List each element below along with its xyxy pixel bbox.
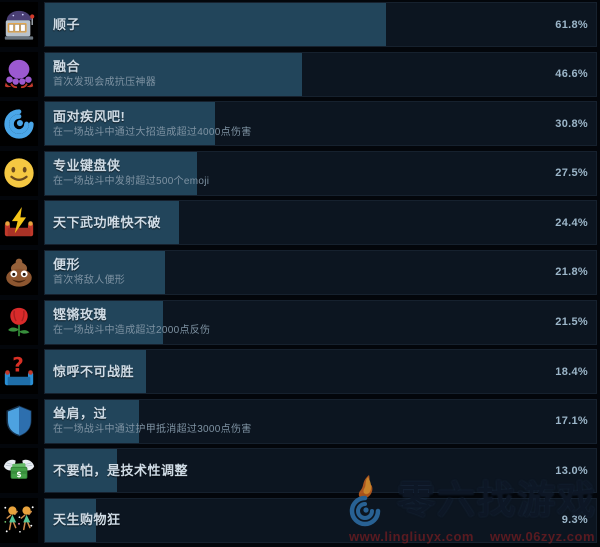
achievement-progress-bar: 天下武功唯快不破 24.4% [44,200,597,246]
question-couch-icon: ? [0,349,38,395]
achievement-progress-bar: 惊呼不可战胜 18.4% [44,349,597,395]
achievement-row: 便形 首次将敌人便形 21.8% [0,249,600,295]
achievement-percent: 21.8% [555,266,588,279]
achievement-progress-bar: 不要怕，是技术性调整 13.0% [44,448,597,494]
achievement-percent: 13.0% [555,464,588,477]
achievement-percent: 9.3% [561,514,588,527]
lightning-couch-icon [0,200,38,246]
achievement-progress-bar: 专业键盘侠 在一场战斗中发射超过500个emoji 27.5% [44,150,597,196]
shield-icon [0,398,38,444]
octopus-icon [0,51,38,97]
progress-fill [45,449,117,493]
achievement-percent: 46.6% [555,68,588,81]
slot-machine-icon [0,2,38,47]
achievement-row: 铿锵玫瑰 在一场战斗中造成超过2000点反伤 21.5% [0,299,600,345]
achievement-row: 专业键盘侠 在一场战斗中发射超过500个emoji 27.5% [0,150,600,196]
achievement-progress-bar: 顺子 61.8% [44,2,597,47]
poop-icon [0,249,38,295]
achievement-row: 融合 首次发现会成抗压神器 46.6% [0,51,600,97]
progress-fill [45,250,166,294]
money-wings-icon: $ [0,448,38,494]
dancers-icon [0,497,38,543]
progress-fill [45,300,164,344]
achievement-progress-bar: 天生购物狂 9.3% [44,497,597,543]
achievement-percent: 21.5% [555,316,588,329]
achievement-row: 耸肩，过 在一场战斗中通过护甲抵消超过3000点伤害 17.1% [0,398,600,444]
achievement-percent: 18.4% [555,365,588,378]
progress-fill [45,350,147,394]
progress-fill [45,399,140,443]
achievement-progress-bar: 铿锵玫瑰 在一场战斗中造成超过2000点反伤 21.5% [44,299,597,345]
progress-fill [45,498,97,542]
smiley-icon [0,150,38,196]
progress-fill [45,3,386,46]
achievement-row: 顺子 61.8% [0,2,600,47]
achievement-progress-bar: 融合 首次发现会成抗压神器 46.6% [44,51,597,97]
achievement-percent: 27.5% [555,167,588,180]
achievement-progress-bar: 耸肩，过 在一场战斗中通过护甲抵消超过3000点伤害 17.1% [44,398,597,444]
svg-text:?: ? [12,355,24,377]
achievement-percent: 17.1% [555,415,588,428]
achievement-row: 天生购物狂 9.3% [0,497,600,543]
achievement-row: $ 不要怕，是技术性调整 13.0% [0,448,600,494]
progress-fill [45,201,180,245]
achievement-row: ? 惊呼不可战胜 18.4% [0,349,600,395]
progress-fill [45,102,215,146]
achievement-percent: 24.4% [555,216,588,229]
progress-fill [45,151,197,195]
svg-text:$: $ [16,470,21,479]
achievement-row: 天下武功唯快不破 24.4% [0,200,600,246]
rose-icon [0,299,38,345]
achievement-row: 面对疾风吧! 在一场战斗中通过大招造成超过4000点伤害 30.8% [0,101,600,147]
achievement-percent: 61.8% [555,18,588,31]
cyclone-icon [0,101,38,147]
progress-fill [45,52,302,96]
achievement-progress-bar: 面对疾风吧! 在一场战斗中通过大招造成超过4000点伤害 30.8% [44,101,597,147]
achievement-progress-bar: 便形 首次将敌人便形 21.8% [44,249,597,295]
achievement-percent: 30.8% [555,117,588,130]
